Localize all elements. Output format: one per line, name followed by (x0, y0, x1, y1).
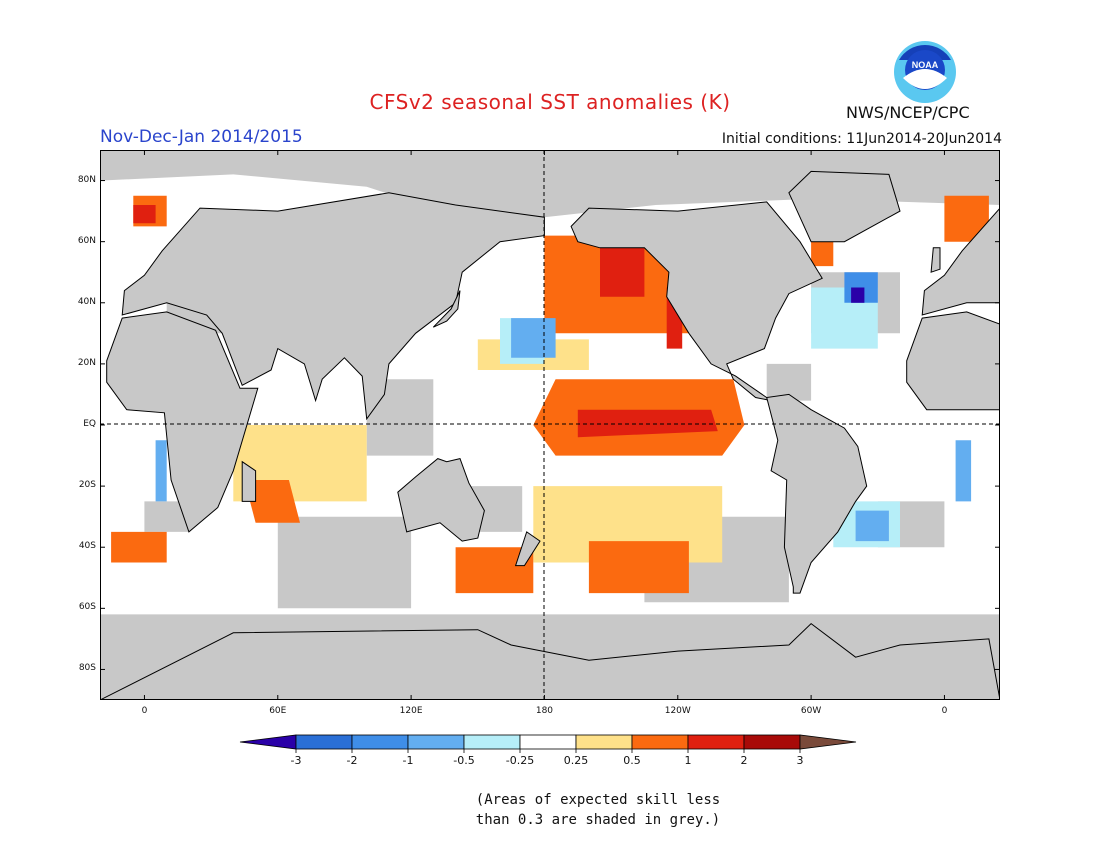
anomaly-region (766, 363, 812, 401)
anomaly-region (366, 379, 434, 456)
anomaly-region (855, 510, 889, 542)
colorbar-label: 0.5 (623, 754, 641, 767)
anomaly-region (111, 531, 167, 563)
anomaly-region (955, 440, 972, 502)
agency-label: NWS/NCEP/CPC (846, 103, 970, 122)
colorbar-label: 0.25 (564, 754, 589, 767)
colorbar-label: -1 (403, 754, 414, 767)
lon-tick-label: 60E (269, 706, 287, 716)
anomaly-region (511, 318, 556, 358)
colorbar-box (743, 734, 801, 750)
antarctica-landmass (100, 622, 1000, 700)
colorbar-box (519, 734, 577, 750)
colorbar-box (351, 734, 409, 750)
lon-tick-label: 120W (664, 706, 691, 716)
anomaly-field (100, 150, 1000, 700)
lon-tick-label: 0 (141, 706, 148, 716)
skill-note-line: than 0.3 are shaded in grey.) (475, 812, 721, 828)
colorbar-label: -0.25 (506, 754, 534, 767)
colorbar-label: 3 (797, 754, 804, 767)
sst-anomaly-map (100, 150, 1000, 700)
colorbar-arrow-high (799, 734, 857, 750)
anomaly-region (100, 150, 1000, 224)
noaa-logo-icon: NOAA (894, 41, 956, 103)
lat-tick-label: 60N (77, 235, 96, 246)
anomaly-region (811, 241, 834, 267)
land-mask (100, 170, 1000, 700)
africa-landmass (106, 311, 259, 533)
lon-tick-label: 0 (941, 706, 948, 716)
australia-landmass (397, 458, 485, 542)
anomaly-region (133, 205, 156, 224)
colorbar-box (407, 734, 465, 750)
lat-tick-label: 20N (77, 357, 96, 368)
colorbar-label: 1 (685, 754, 692, 767)
greenland-landmass (788, 170, 901, 243)
lon-tick-label: 180 (535, 706, 554, 716)
africa-wrap-landmass (906, 311, 1000, 411)
colorbar-arrow-low (239, 734, 297, 750)
anomaly-region (851, 287, 865, 303)
chart-title: CFSv2 seasonal SST anomalies (K) (369, 90, 731, 114)
colorbar-box (463, 734, 521, 750)
anomaly-region (244, 480, 300, 523)
lat-tick-label: 40N (77, 296, 96, 307)
lon-tick-label: 120E (399, 706, 423, 716)
skill-note: (Areas of expected skill less than 0.3 a… (0, 790, 1100, 830)
colorbar-box (575, 734, 633, 750)
logo-text: NOAA (912, 60, 939, 70)
colorbar-label: 2 (741, 754, 748, 767)
europe-wrap-landmass (921, 207, 1000, 316)
britain-landmass (930, 247, 941, 273)
anomaly-region (144, 501, 189, 532)
japan-landmass (432, 290, 461, 328)
initial-conditions-label: Initial conditions: 11Jun2014-20Jun2014 (721, 131, 1002, 147)
lat-tick-label: 40S (78, 541, 96, 552)
south-america-landmass (766, 393, 868, 594)
anomaly-region (944, 195, 989, 242)
anomaly-region (277, 516, 412, 609)
axis-ticks (100, 150, 1000, 700)
anomaly-region (600, 241, 645, 297)
colorbar-box (631, 734, 689, 750)
lat-tick-label: 60S (78, 602, 96, 613)
eurasia-landmass (121, 192, 545, 421)
colorbar-box (295, 734, 353, 750)
colorbar-box (687, 734, 745, 750)
madagascar-landmass (241, 460, 257, 502)
colorbar-label: -0.5 (453, 754, 474, 767)
new-zealand-landmass (514, 531, 541, 567)
skill-note-line: (Areas of expected skill less (475, 792, 721, 808)
season-label: Nov-Dec-Jan 2014/2015 (100, 127, 303, 147)
lat-tick-label: 20S (78, 480, 96, 491)
lat-tick-label: EQ (83, 419, 96, 429)
colorbar-label: -3 (291, 754, 302, 767)
anomaly-region (577, 409, 718, 438)
colorbar-label: -2 (347, 754, 358, 767)
colorbar-legend: -3 -2 -1 -0.5 -0.25 0.25 0.5 1 2 3 (239, 734, 857, 767)
lon-tick-label: 60W (800, 706, 822, 716)
anomaly-region (588, 541, 689, 594)
anomaly-region (455, 547, 534, 594)
lat-tick-label: 80S (78, 663, 96, 674)
anomaly-region (155, 440, 167, 502)
north-america-landmass (570, 201, 823, 402)
lat-tick-label: 80N (77, 174, 96, 185)
